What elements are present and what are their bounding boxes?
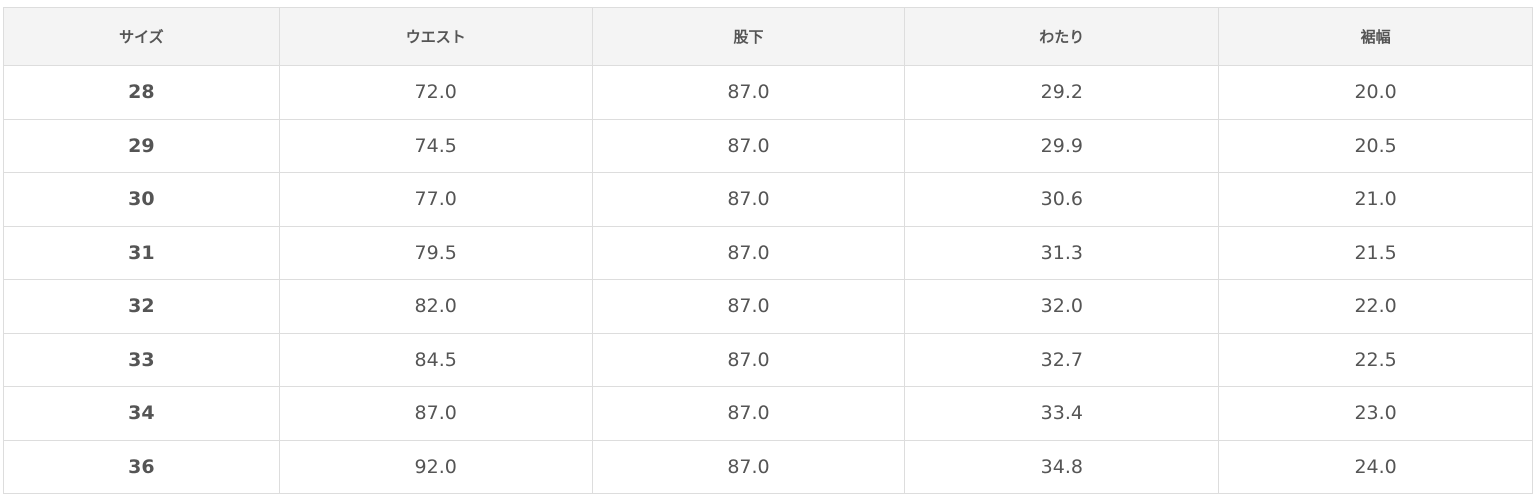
table-row: 34 87.0 87.0 33.4 23.0 (3, 386, 1533, 441)
cell-waist: 74.5 (278, 118, 593, 173)
header-row: サイズ ウエスト 股下 わたり 裾幅 (3, 7, 1533, 66)
cell-inseam: 87.0 (591, 386, 906, 441)
table-row: 30 77.0 87.0 30.6 21.0 (3, 172, 1533, 227)
cell-inseam: 87.0 (591, 118, 906, 173)
cell-inseam: 87.0 (591, 65, 906, 120)
header-size: サイズ (3, 7, 280, 66)
cell-size: 33 (3, 332, 280, 387)
table-row: 29 74.5 87.0 29.9 20.5 (3, 118, 1533, 173)
cell-size: 31 (3, 225, 280, 280)
cell-size: 32 (3, 279, 280, 334)
cell-hem-width: 22.0 (1218, 279, 1533, 334)
cell-thigh: 29.9 (904, 118, 1220, 173)
cell-thigh: 29.2 (904, 65, 1220, 120)
header-inseam: 股下 (591, 7, 906, 66)
header-waist: ウエスト (278, 7, 593, 66)
table-row: 32 82.0 87.0 32.0 22.0 (3, 279, 1533, 334)
cell-hem-width: 20.0 (1218, 65, 1533, 120)
table-row: 31 79.5 87.0 31.3 21.5 (3, 225, 1533, 280)
cell-hem-width: 24.0 (1218, 439, 1533, 494)
cell-inseam: 87.0 (591, 332, 906, 387)
cell-waist: 87.0 (278, 386, 593, 441)
cell-waist: 92.0 (278, 439, 593, 494)
cell-hem-width: 22.5 (1218, 332, 1533, 387)
cell-thigh: 32.7 (904, 332, 1220, 387)
cell-thigh: 32.0 (904, 279, 1220, 334)
cell-inseam: 87.0 (591, 172, 906, 227)
cell-inseam: 87.0 (591, 225, 906, 280)
cell-waist: 79.5 (278, 225, 593, 280)
table-row: 36 92.0 87.0 34.8 24.0 (3, 439, 1533, 494)
cell-hem-width: 21.5 (1218, 225, 1533, 280)
table-row: 28 72.0 87.0 29.2 20.0 (3, 65, 1533, 120)
cell-waist: 84.5 (278, 332, 593, 387)
cell-thigh: 33.4 (904, 386, 1220, 441)
header-thigh: わたり (904, 7, 1220, 66)
table-row: 33 84.5 87.0 32.7 22.5 (3, 332, 1533, 387)
cell-size: 28 (3, 65, 280, 120)
cell-waist: 72.0 (278, 65, 593, 120)
cell-hem-width: 21.0 (1218, 172, 1533, 227)
cell-size: 34 (3, 386, 280, 441)
size-chart-table: サイズ ウエスト 股下 わたり 裾幅 28 72.0 87.0 29.2 20.0 29 7… (3, 7, 1533, 494)
cell-inseam: 87.0 (591, 439, 906, 494)
cell-thigh: 30.6 (904, 172, 1220, 227)
cell-hem-width: 23.0 (1218, 386, 1533, 441)
cell-size: 30 (3, 172, 280, 227)
cell-hem-width: 20.5 (1218, 118, 1533, 173)
cell-thigh: 31.3 (904, 225, 1220, 280)
header-hem-width: 裾幅 (1218, 7, 1533, 66)
cell-waist: 82.0 (278, 279, 593, 334)
cell-size: 36 (3, 439, 280, 494)
cell-inseam: 87.0 (591, 279, 906, 334)
cell-thigh: 34.8 (904, 439, 1220, 494)
cell-size: 29 (3, 118, 280, 173)
cell-waist: 77.0 (278, 172, 593, 227)
